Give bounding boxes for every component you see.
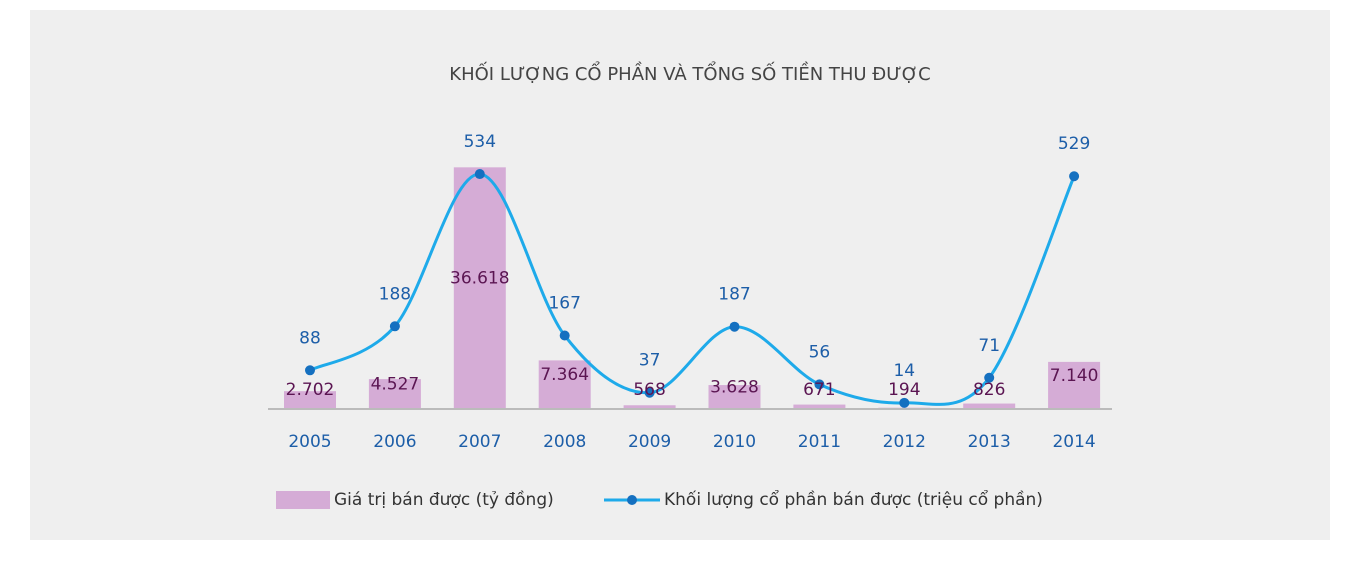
bar-value-label: 671 [803,380,835,400]
x-tick-label: 2009 [628,432,671,452]
bar [1048,361,1101,409]
line-point [389,321,400,332]
bar-value-label: 4.527 [371,375,420,395]
line-point [474,169,485,180]
bar-value-label: 2.702 [286,380,335,400]
x-tick-label: 2007 [458,432,501,452]
bar [963,403,1016,409]
line-value-label: 37 [639,351,661,371]
bar [793,404,846,409]
x-tick-label: 2008 [543,432,586,452]
x-tick-label: 2014 [1052,432,1095,452]
bar [623,405,676,409]
bar-value-label: 194 [888,380,920,400]
x-tick-label: 2011 [798,432,841,452]
line-value-label: 187 [718,285,750,305]
line-value-label: 529 [1058,134,1090,154]
bar [284,391,336,409]
line-value-label: 188 [379,284,411,304]
x-tick-label: 2005 [288,432,331,452]
line-point [559,330,570,341]
chart-title: KHỐI LƯỢNG CỔ PHẦN VÀ TỔNG SỐ TIỀN THU Đ… [449,61,930,85]
bar-value-label: 826 [973,380,1005,400]
line-point [644,387,655,398]
bar-value-label: 7.140 [1050,366,1099,386]
line-point [899,397,910,408]
x-tick-label: 2006 [373,432,416,452]
line-value-label: 56 [809,342,831,362]
line [309,172,1076,406]
bar-value-label: 3.628 [710,378,759,398]
x-tick-label: 2010 [713,432,756,452]
x-tick-label: 2012 [883,432,926,452]
line-value-label: 14 [893,361,915,381]
line-value-label: 88 [299,328,321,348]
bar [708,385,761,409]
bar-value-label: 568 [633,380,665,400]
line-point [305,365,315,376]
legend-marker [627,495,637,505]
line-point [814,379,825,390]
bar-value-label: 7.364 [540,365,589,385]
line-value-label: 534 [464,132,496,152]
line-point [729,321,740,332]
line-value-label: 167 [548,294,580,314]
bar [538,360,591,409]
line-value-label: 71 [978,336,1000,356]
line-point [1069,171,1080,182]
legend-label: Khối lượng cổ phần bán được (triệu cổ ph… [664,489,1043,510]
line-point [984,372,995,383]
bar [368,379,421,409]
bar-value-label: 36.618 [450,269,509,289]
bar [453,167,506,409]
panel [30,10,1330,540]
legend-swatch [276,491,330,509]
legend-label: Giá trị bán được (tỷ đồng) [334,489,554,510]
x-tick-label: 2013 [968,432,1011,452]
